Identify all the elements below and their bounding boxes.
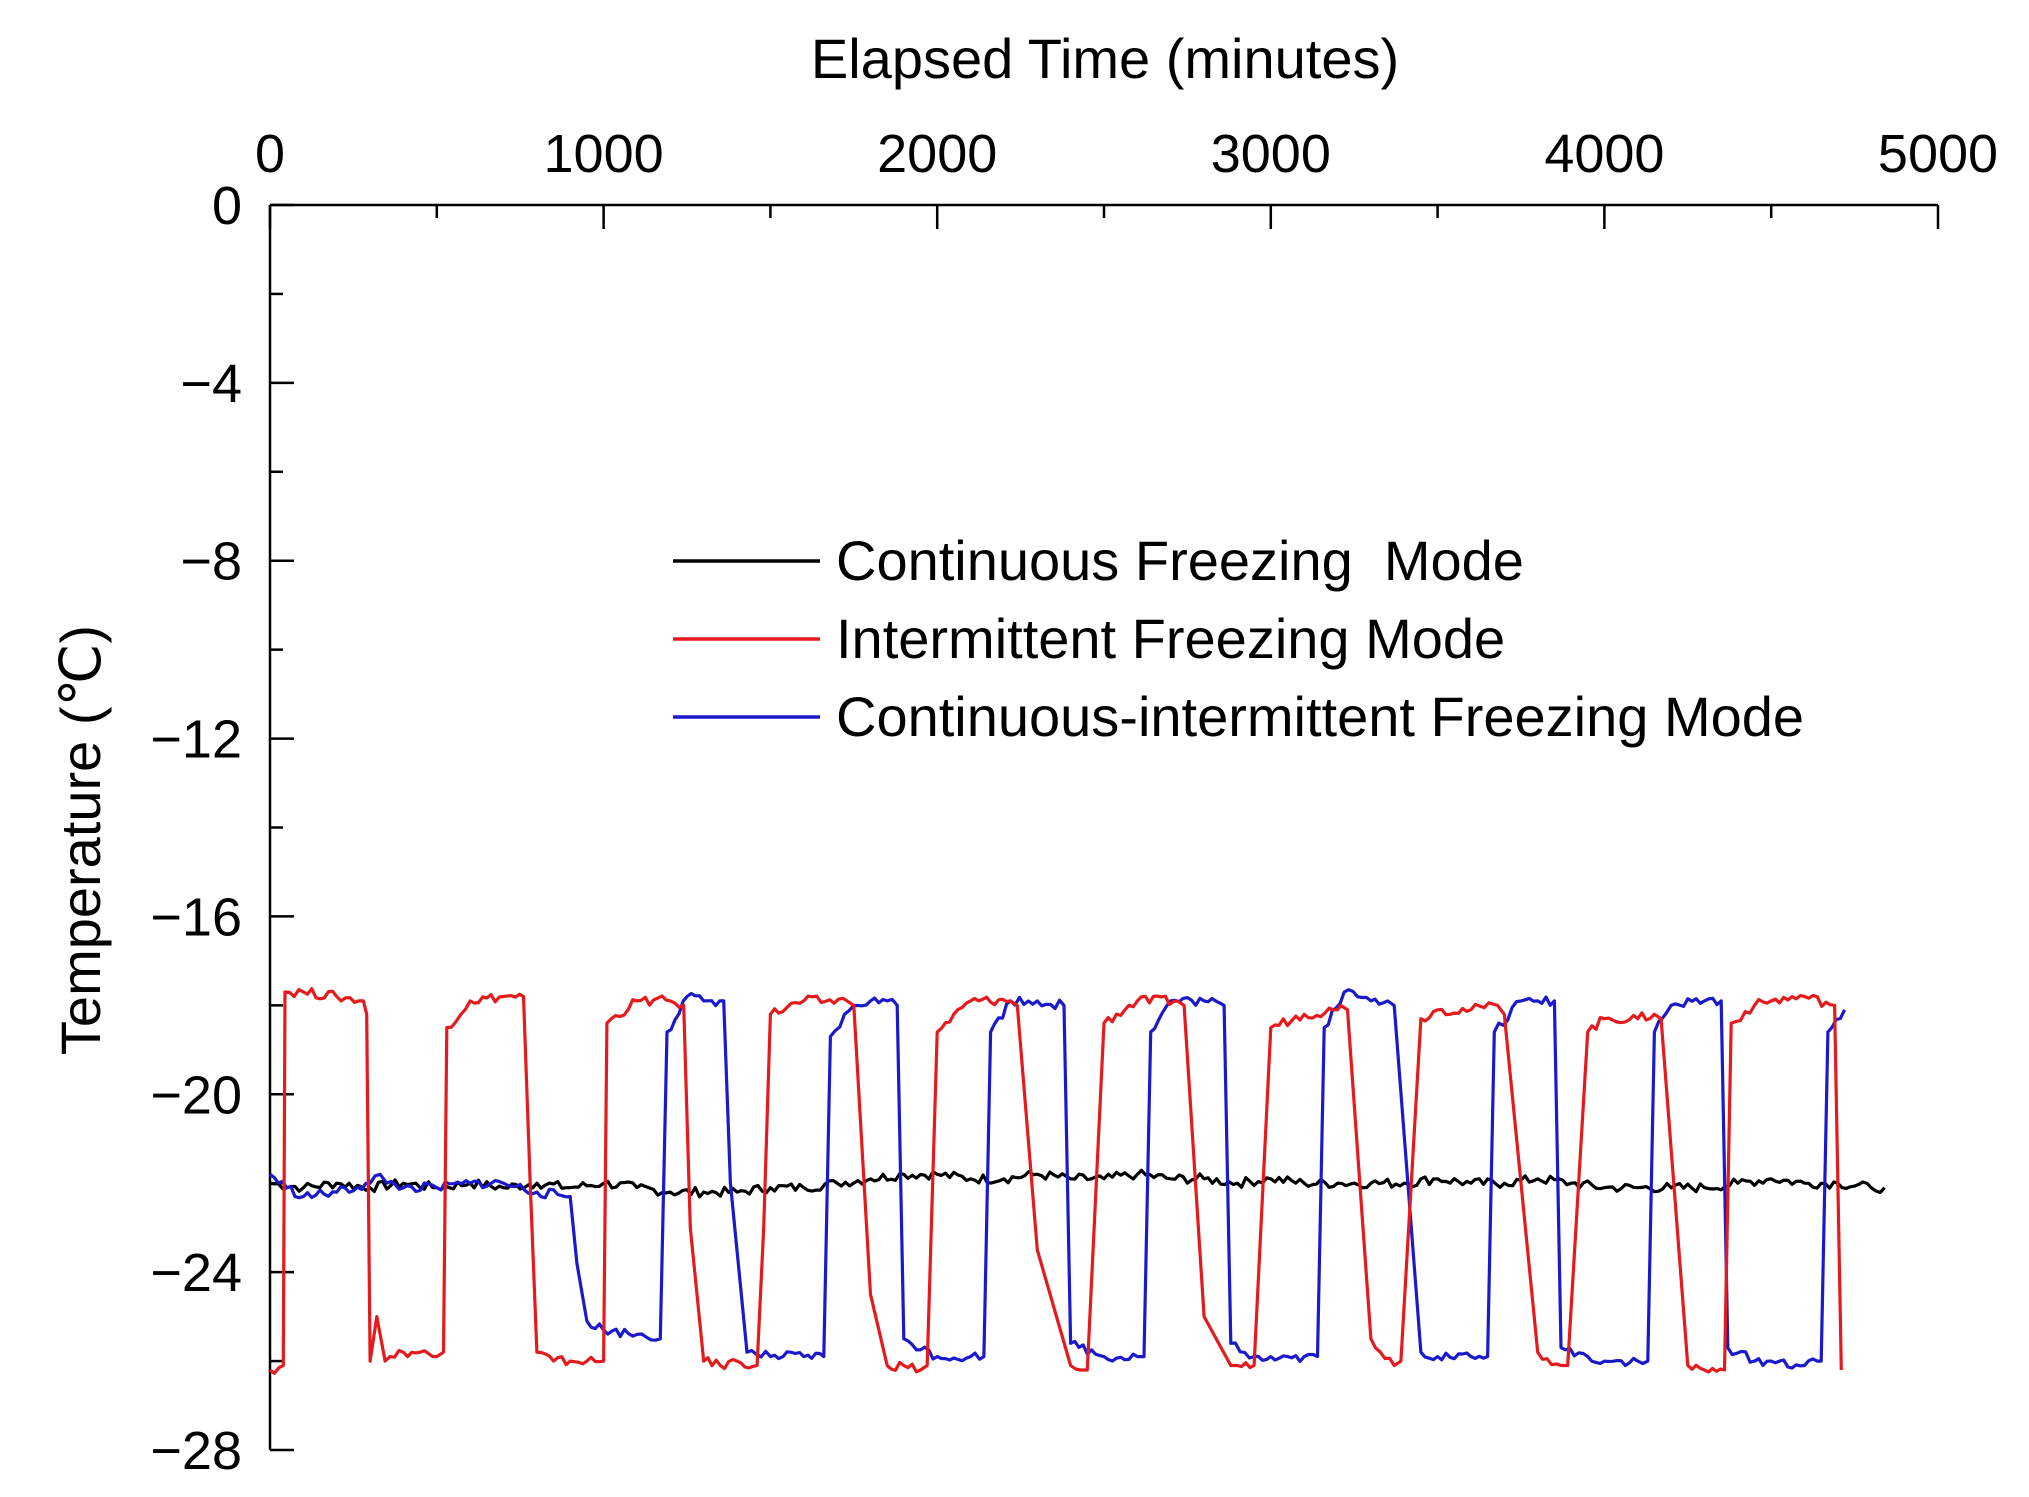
series-line-intermittent: [269, 987, 1843, 1375]
x-axis-title: Elapsed Time (minutes): [811, 27, 1399, 90]
y-tick-label: −4: [180, 354, 242, 414]
legend-label-continuous-intermittent: Continuous-intermittent Freezing Mode: [836, 685, 1804, 748]
y-tick-label: −8: [180, 532, 242, 592]
x-tick-label: 0: [255, 124, 285, 184]
series-line-continuous: [269, 1168, 1886, 1199]
x-tick-label: 4000: [1544, 124, 1664, 184]
y-tick-label: −28: [150, 1421, 242, 1481]
x-tick-label: 1000: [544, 124, 664, 184]
y-tick-label: −20: [150, 1065, 242, 1125]
series-line-continuous-intermittent: [269, 988, 1847, 1370]
legend-label-intermittent: Intermittent Freezing Mode: [836, 607, 1505, 670]
y-tick-label: −24: [150, 1243, 242, 1303]
x-tick-label: 3000: [1211, 124, 1331, 184]
y-tick-label: −16: [150, 887, 242, 947]
legend-label-continuous: Continuous Freezing Mode: [836, 529, 1524, 592]
legend: Continuous Freezing Mode Intermittent Fr…: [673, 529, 1804, 748]
x-tick-label: 2000: [877, 124, 997, 184]
y-tick-label: 0: [212, 176, 242, 236]
x-tick-label: 5000: [1878, 124, 1998, 184]
y-tick-label: −12: [150, 710, 242, 770]
y-axis-title: Temperature (℃): [49, 625, 112, 1055]
